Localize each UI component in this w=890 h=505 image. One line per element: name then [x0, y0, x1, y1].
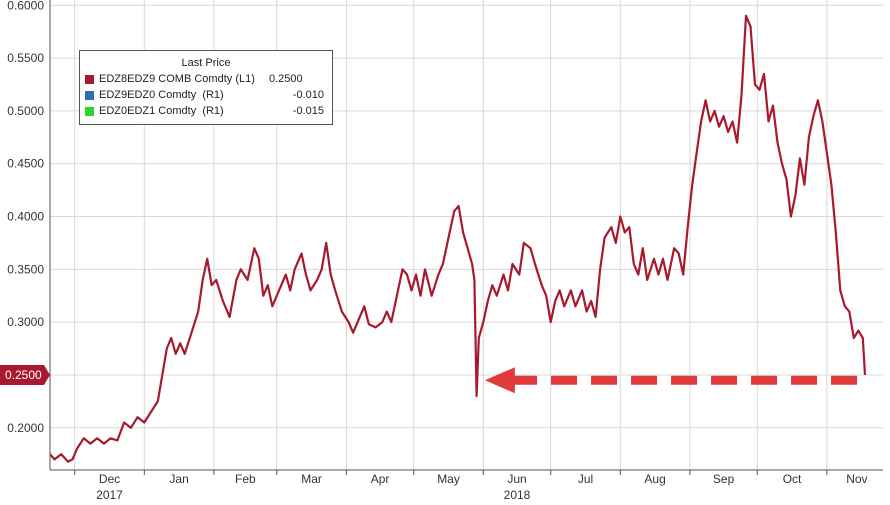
- x-tick-label: Jun: [507, 472, 526, 486]
- legend-entry-name: EDZ9EDZ0 Comdty (R1): [99, 89, 224, 101]
- x-tick-label: Oct: [783, 472, 802, 486]
- x-tick-label: Nov: [846, 472, 867, 486]
- y-tick-label: 0.5500: [7, 51, 44, 65]
- legend-entry: EDZ8EDZ9 COMB Comdty (L1) 0.2500: [80, 71, 332, 87]
- last-price-tag-bg: [0, 364, 50, 385]
- x-tick-label: Sep: [713, 472, 735, 486]
- y-tick-label: 0.4500: [7, 157, 44, 171]
- legend-swatch: [85, 106, 94, 116]
- legend: Last Price EDZ8EDZ9 COMB Comdty (L1) 0.2…: [79, 50, 333, 125]
- x-axis: Dec 2017 Jan Feb Mar Apr May Jun 2018 Jul Aug Sep Oc…: [50, 469, 883, 502]
- y-tick-label: 0.3500: [7, 262, 44, 276]
- y-axis: 0.2000 0.2500 0.3000 0.3500 0.4000 0.4500 0.50…: [7, 0, 51, 470]
- last-price-tag: 0.2500: [5, 368, 42, 382]
- dashed-arrow-head: [484, 367, 515, 394]
- legend-swatch: [85, 74, 94, 84]
- legend-entry-name: EDZ8EDZ9 COMB Comdty (L1): [99, 73, 255, 85]
- last-price-marker: 0.2500: [0, 364, 50, 385]
- legend-entry-name: EDZ0EDZ1 Comdty (R1): [99, 105, 224, 117]
- legend-entry-value: 0.2500: [269, 73, 303, 85]
- x-tick-label: Aug: [644, 472, 665, 486]
- x-tick-year-label: 2017: [96, 488, 123, 502]
- x-tick-label: Apr: [371, 472, 390, 486]
- legend-swatch: [85, 90, 94, 100]
- y-tick-label: 0.2000: [7, 421, 44, 435]
- legend-entry: EDZ9EDZ0 Comdty (R1) -0.010: [80, 87, 332, 103]
- annotation-layer: [484, 367, 858, 394]
- x-tick-label: May: [437, 472, 460, 486]
- x-tick-label: Mar: [301, 472, 322, 486]
- x-tick-label: Feb: [235, 472, 256, 486]
- series-layer: [49, 14, 867, 463]
- legend-entry-value: -0.015: [292, 105, 324, 117]
- x-tick-label: Dec: [99, 472, 120, 486]
- y-tick-label: 0.6000: [7, 0, 44, 12]
- series-line: [49, 14, 867, 463]
- x-tick-label: Jan: [169, 472, 188, 486]
- x-tick-year-label: 2018: [504, 488, 531, 502]
- x-tick-label: Jul: [578, 472, 593, 486]
- y-tick-label: 0.5000: [7, 104, 44, 118]
- y-tick-label: 0.3000: [7, 315, 44, 329]
- legend-entry-value: -0.010: [292, 89, 324, 101]
- legend-title: Last Price: [181, 57, 231, 69]
- y-tick-label: 0.4000: [7, 210, 44, 224]
- legend-entry: EDZ0EDZ1 Comdty (R1) -0.015: [80, 103, 332, 119]
